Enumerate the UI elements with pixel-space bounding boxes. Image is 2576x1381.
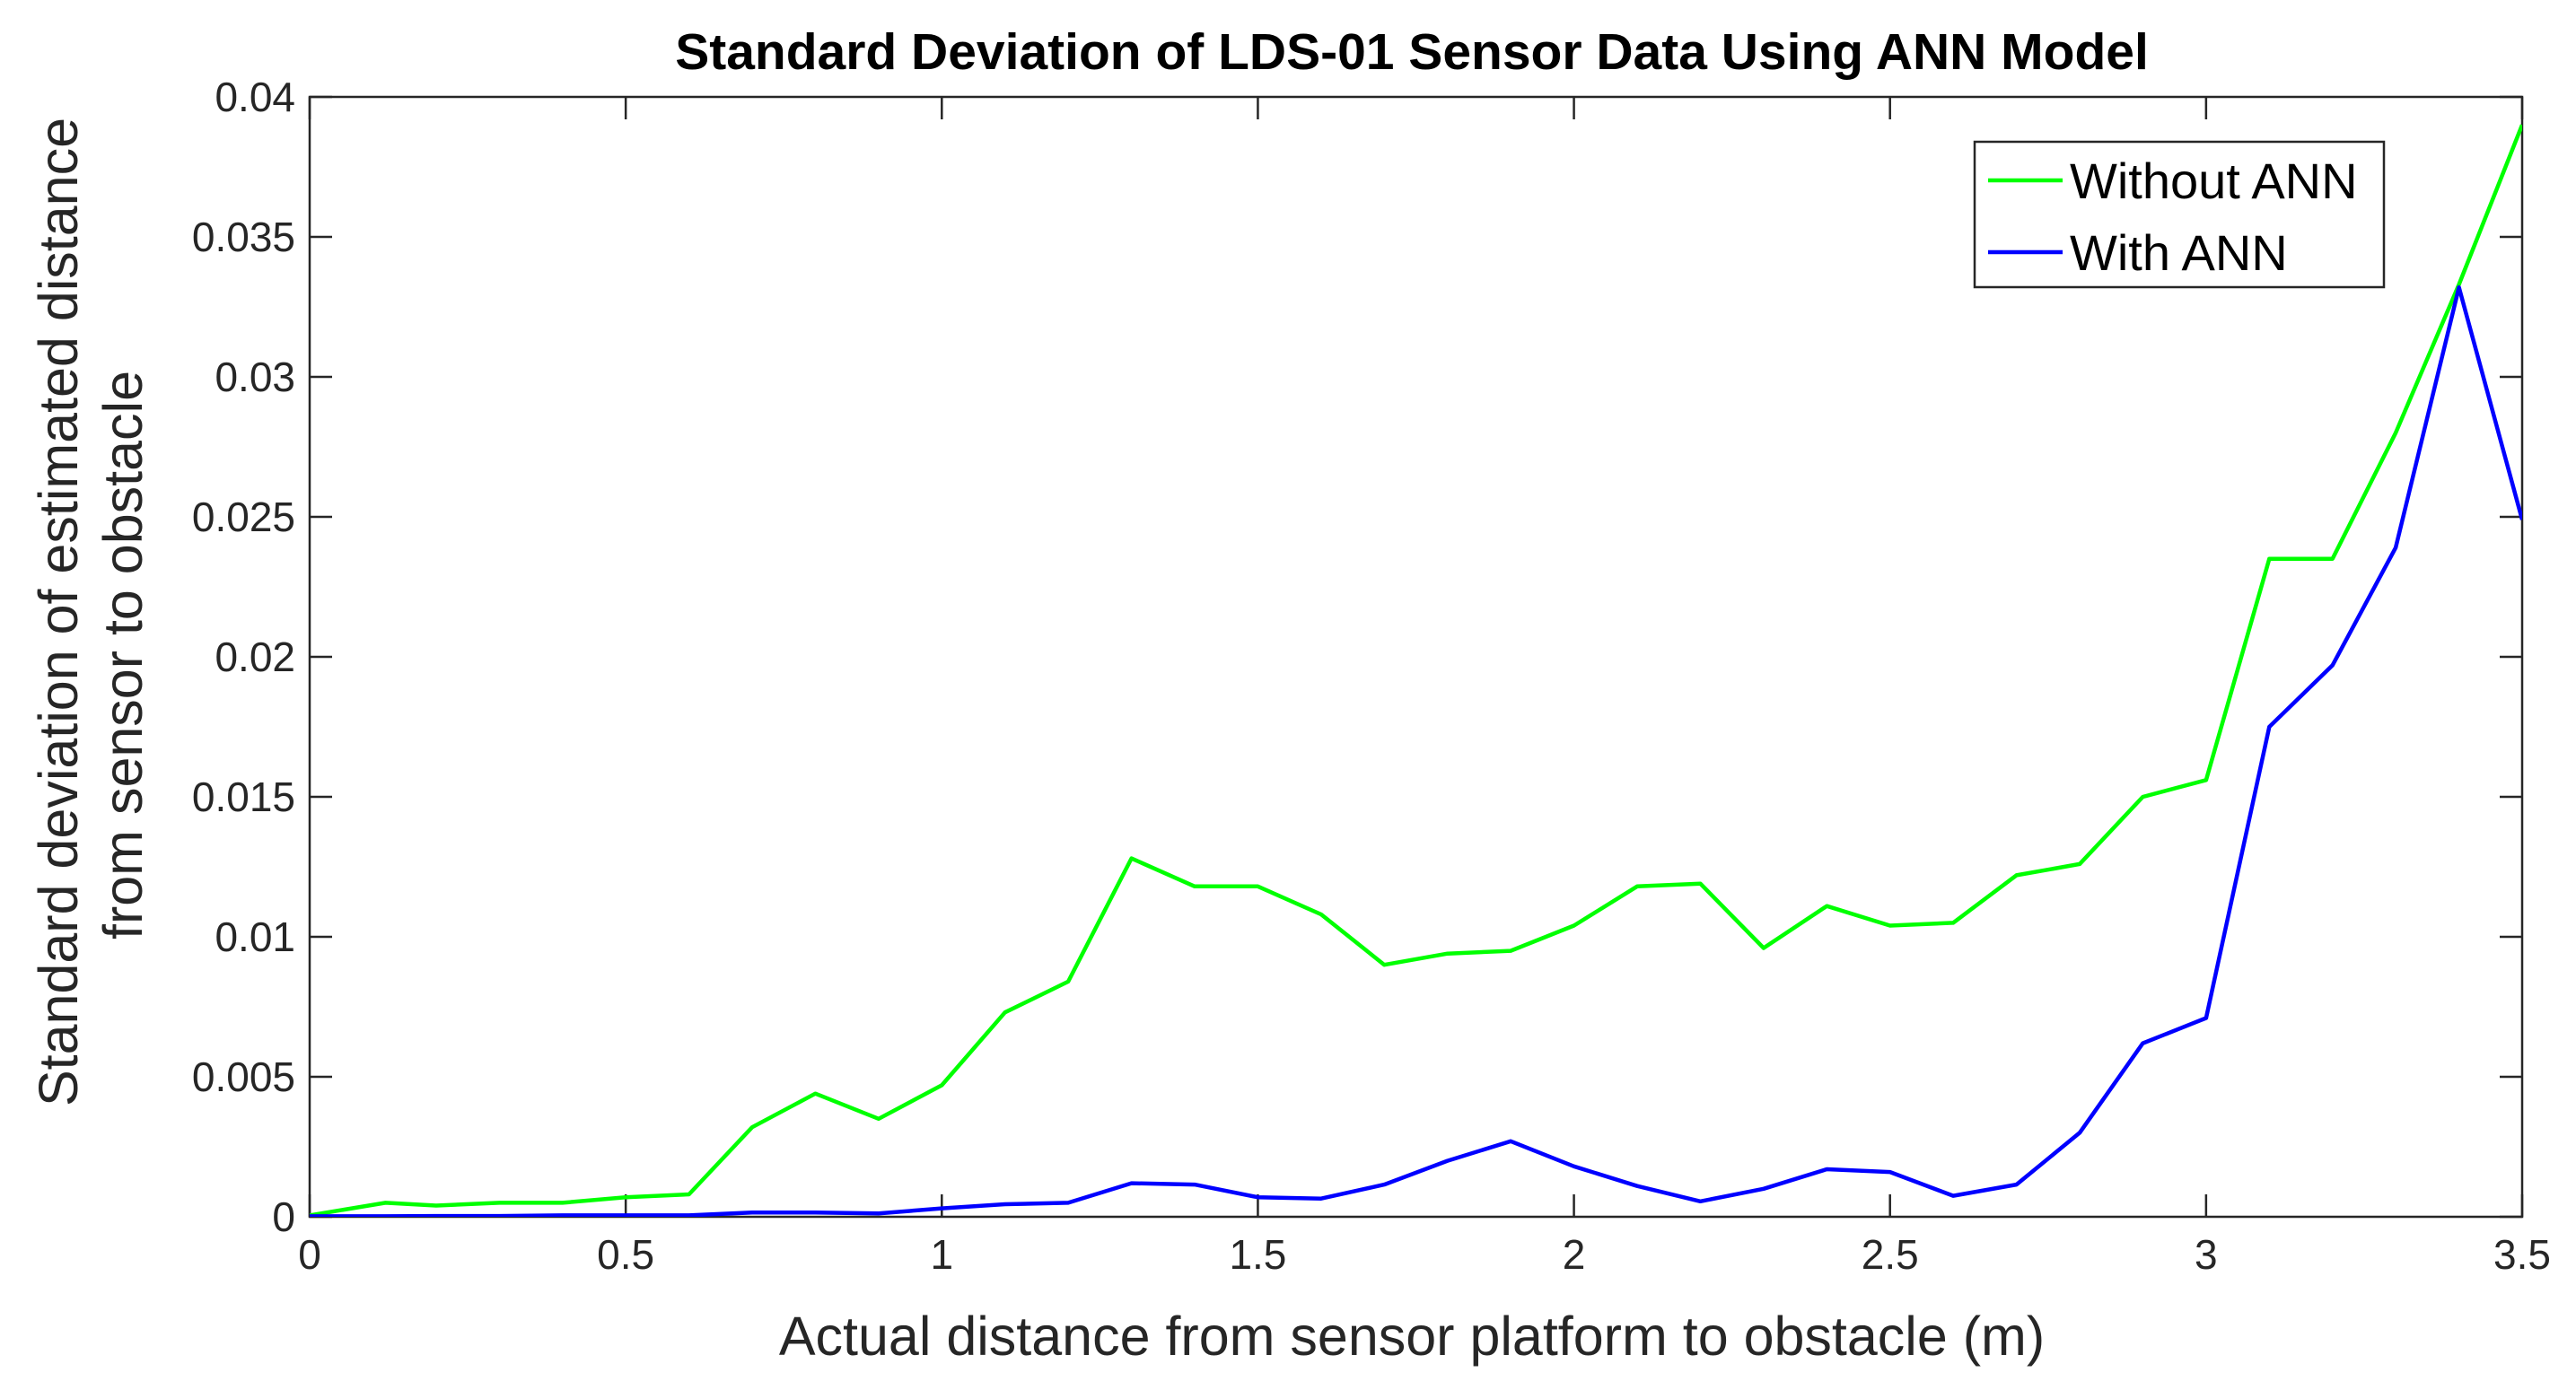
chart-title: Standard Deviation of LDS-01 Sensor Data… — [675, 23, 2149, 81]
y-tick-label: 0.01 — [215, 913, 295, 960]
x-tick-label: 2.5 — [1862, 1231, 1919, 1278]
x-tick-label: 0.5 — [597, 1231, 654, 1278]
y-tick-label: 0.02 — [215, 634, 295, 680]
legend-box — [1973, 140, 2386, 289]
y-tick-label: 0.005 — [192, 1053, 295, 1100]
x-tick-label: 1 — [930, 1231, 953, 1278]
y-tick-label: 0.035 — [192, 214, 295, 260]
y-axis-label-line-2: from sensor to obstacle — [92, 371, 153, 940]
y-tick-label: 0.04 — [215, 74, 295, 120]
x-tick-label: 3 — [2195, 1231, 2218, 1278]
x-tick-label: 1.5 — [1229, 1231, 1286, 1278]
x-tick-label: 3.5 — [2493, 1231, 2551, 1278]
y-axis-label-line-1: Standard deviation of estimated distance — [28, 118, 89, 1106]
series-line-without-ann — [310, 124, 2522, 1217]
legend-entry-with-ann: With ANN — [2070, 224, 2288, 281]
x-axis-label: Actual distance from sensor platform to … — [779, 1306, 2045, 1367]
legend-entry-without-ann: Without ANN — [2070, 153, 2358, 209]
legend: Without ANN With ANN — [1973, 140, 2386, 289]
x-tick-label: 0 — [298, 1231, 321, 1278]
y-axis-label: Standard deviation of estimated distance… — [28, 118, 153, 1106]
series-line-with-ann — [310, 284, 2522, 1217]
x-tick-label: 2 — [1563, 1231, 1586, 1278]
y-tick-label: 0.03 — [215, 354, 295, 400]
y-tick-label: 0 — [272, 1193, 295, 1240]
y-tick-label: 0.025 — [192, 494, 295, 540]
y-tick-label: 0.015 — [192, 774, 295, 820]
